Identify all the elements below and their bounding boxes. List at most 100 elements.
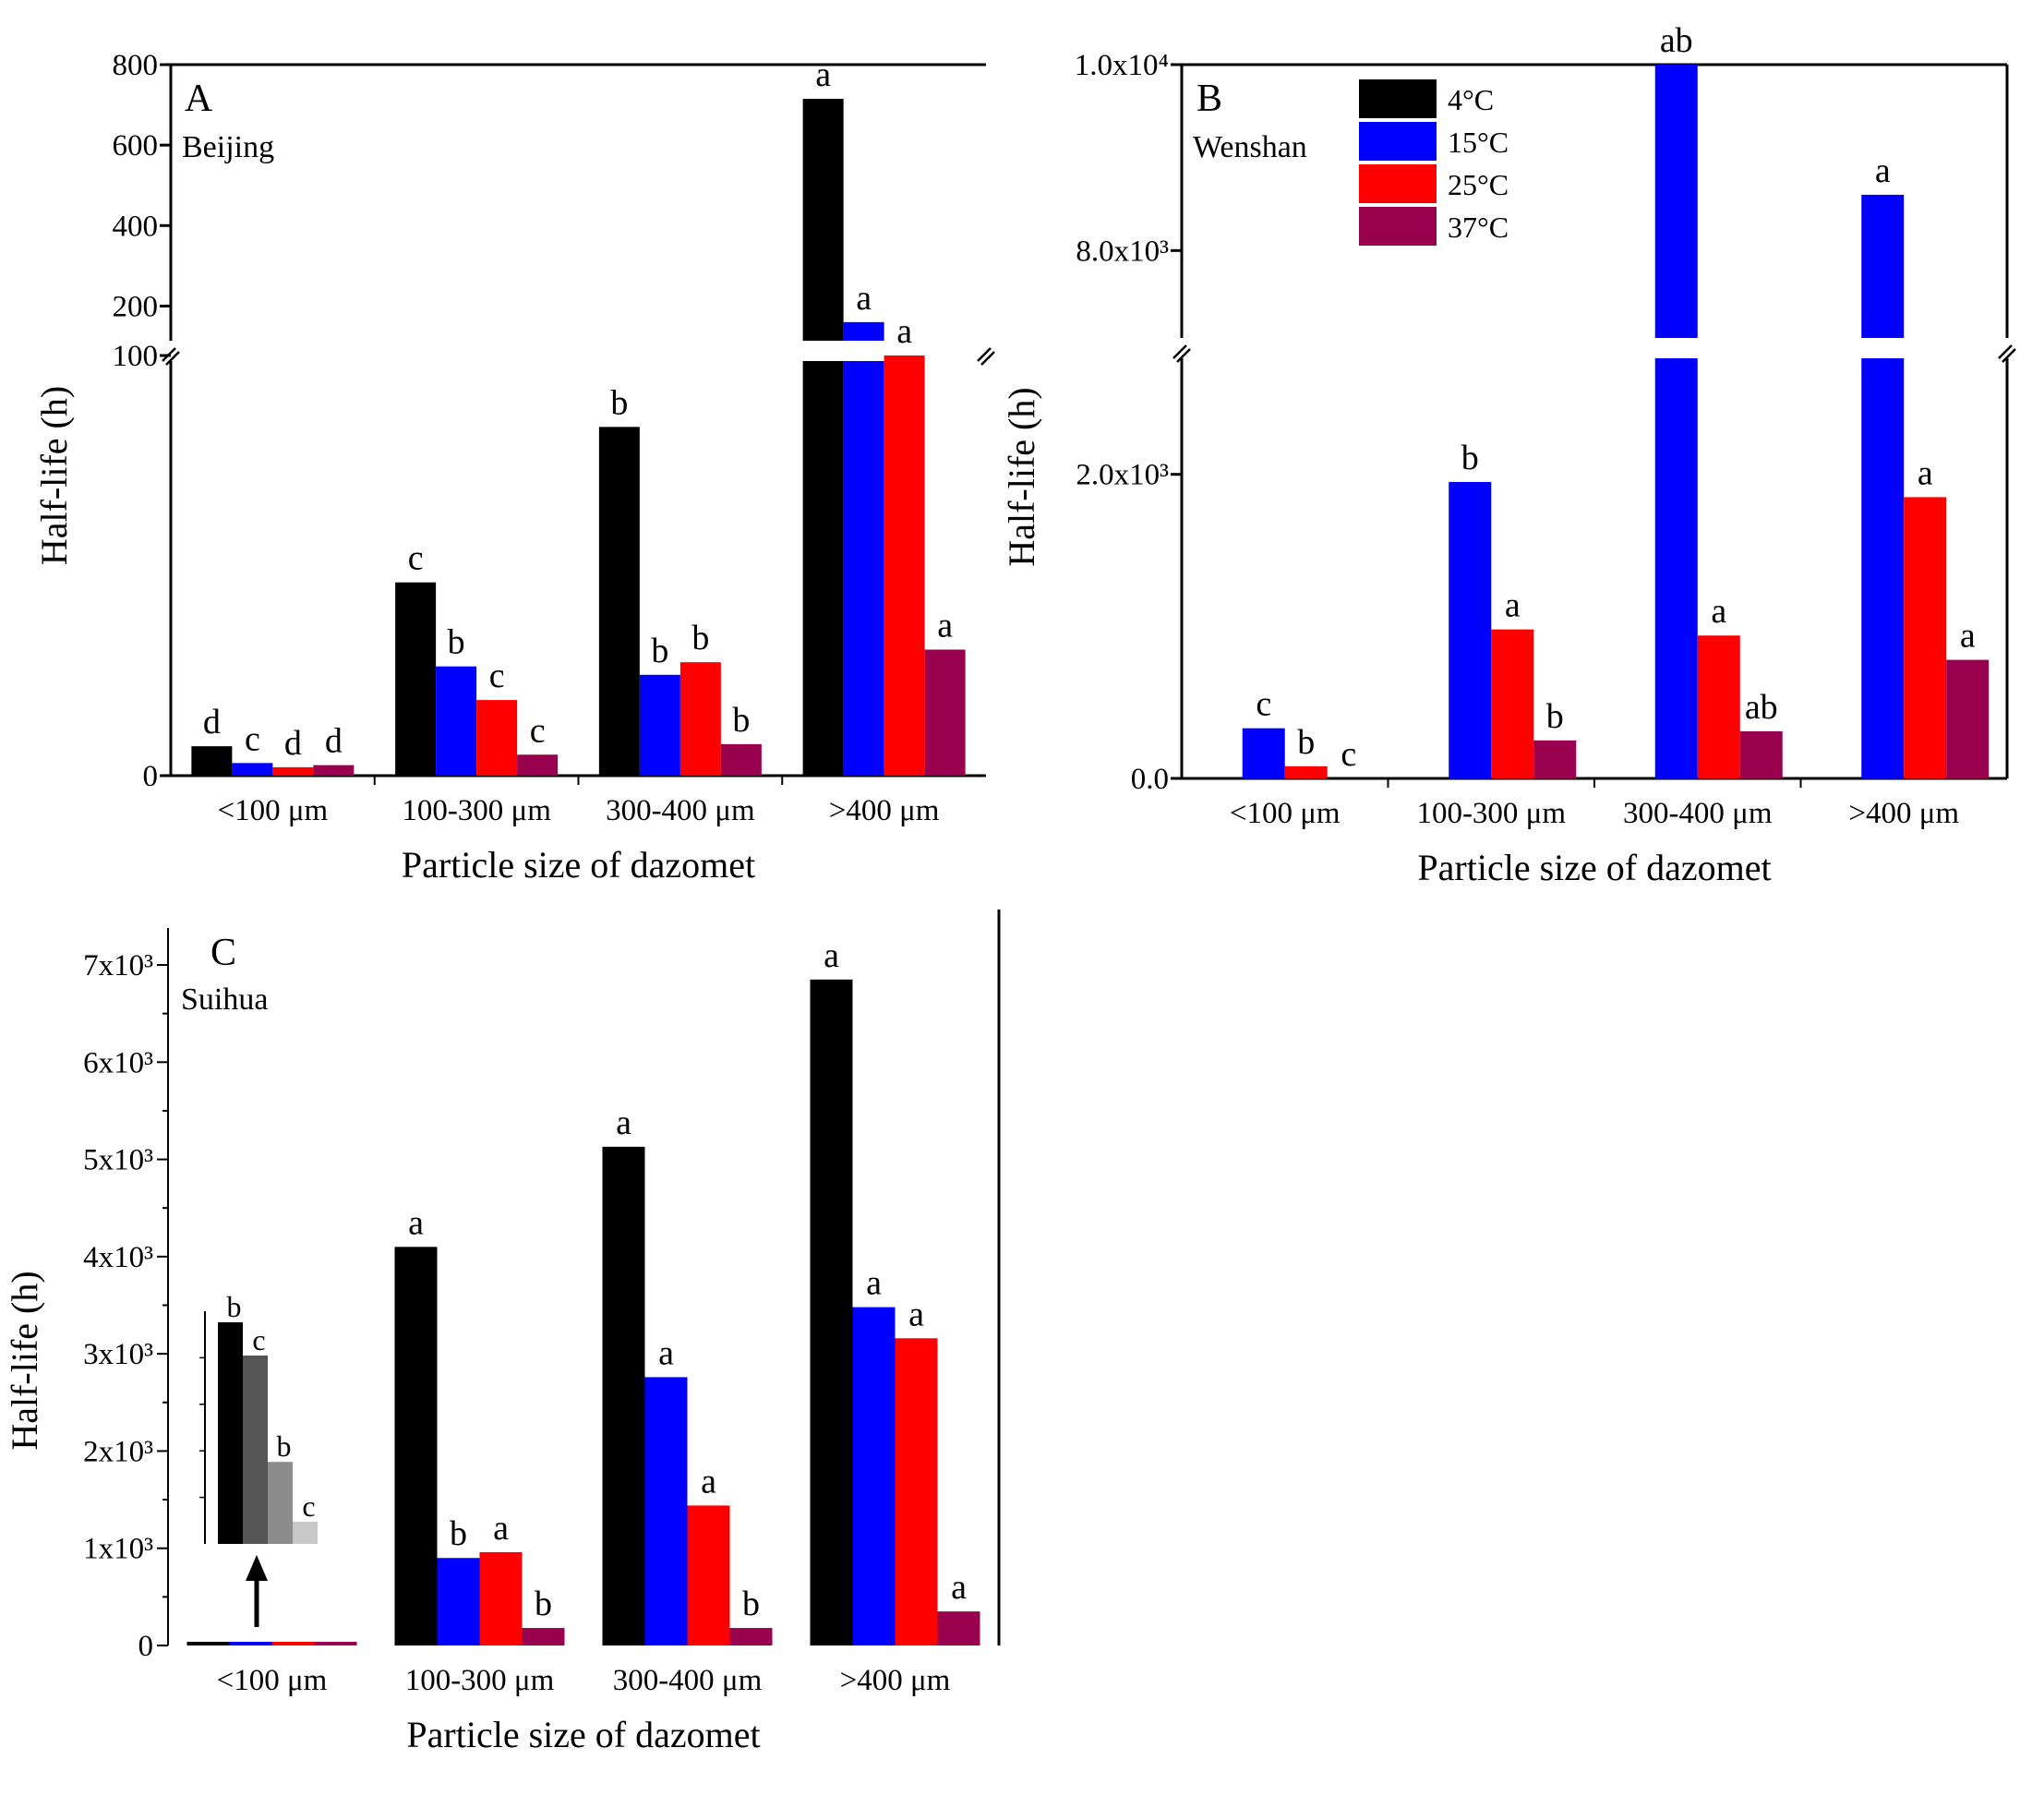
bar: [1533, 740, 1577, 778]
y-tick-label: 1.0x10⁴: [1075, 49, 1169, 82]
bar: [810, 979, 853, 1645]
bar: [1739, 730, 1783, 778]
x-tick-label: 300-400 μm: [613, 1664, 763, 1697]
bar: [1697, 635, 1740, 778]
inset-bar: [293, 1522, 318, 1544]
significance-letter: a: [824, 936, 839, 975]
y-tick-label: 3x10³: [83, 1338, 153, 1371]
bar: [517, 754, 559, 776]
bar: [522, 1628, 565, 1645]
legend-swatch: [1359, 164, 1437, 203]
x-tick-label: 100-300 μm: [402, 794, 551, 827]
bar: [924, 649, 966, 776]
bar: [229, 1642, 272, 1645]
y-tick-label: 2x10³: [83, 1435, 153, 1468]
panel-label: A: [185, 78, 213, 120]
inset-bar: [268, 1462, 293, 1544]
significance-letter: b: [732, 701, 750, 740]
x-tick-label: >400 μm: [840, 1664, 951, 1697]
significance-letter: a: [815, 55, 831, 94]
significance-letter: a: [1875, 151, 1891, 190]
axis-break-right: [977, 347, 995, 366]
y-tick-label: 0: [138, 1630, 154, 1663]
significance-letter: b: [691, 619, 709, 657]
panel-c: 0 1x10³ 2x10³ 3x10³ 4x10³ 5x10³ 6x10³ 7x10³ <100…: [4, 910, 1001, 1755]
bar: [191, 746, 233, 776]
y-axis-title: Half-life (h): [1001, 387, 1042, 566]
significance-letter: a: [866, 1264, 882, 1303]
inset-bar: [218, 1322, 243, 1544]
bar: [272, 766, 314, 776]
significance-letter: a: [658, 1333, 674, 1372]
y-tick-label: 2.0x10³: [1076, 459, 1169, 492]
bar: [314, 1642, 357, 1645]
y-tick-label: 5x10³: [83, 1144, 153, 1177]
bar: [884, 356, 925, 776]
panel-label: C: [210, 932, 236, 974]
site-label: Suihua: [181, 982, 268, 1017]
legend-swatch: [1359, 207, 1437, 246]
significance-letter: b: [651, 632, 668, 670]
significance-letter: b: [448, 623, 465, 662]
inset-arrow-head: [246, 1555, 268, 1581]
significance-letter: b: [610, 383, 628, 422]
y-tick-label: 0: [143, 760, 159, 793]
site-label: Wenshan: [1193, 130, 1307, 164]
legend: 4°C 15°C 25°C 37°C: [1359, 79, 1509, 246]
x-tick-label: >400 μm: [1848, 797, 1959, 830]
x-axis-title: Particle size of dazomet: [406, 1714, 760, 1755]
bar: [720, 743, 762, 776]
legend-label: 37°C: [1448, 211, 1509, 244]
significance-letter: c: [1341, 735, 1356, 774]
y-tick-label: 600: [113, 129, 159, 163]
significance-letter: a: [856, 279, 872, 318]
y-tick-label: 800: [113, 49, 159, 82]
bar: [437, 1558, 480, 1645]
significance-letter: a: [1711, 592, 1726, 631]
bar: [1284, 765, 1328, 778]
bar-break-gap: [1860, 338, 1906, 358]
bar: [394, 1247, 438, 1645]
legend-label: 4°C: [1448, 83, 1494, 116]
significance-letter: c: [408, 539, 424, 578]
bar: [1242, 728, 1285, 778]
bar: [639, 674, 680, 776]
significance-letter: b: [535, 1585, 552, 1623]
axis-break-right: [1998, 344, 2016, 363]
significance-letter: a: [408, 1203, 424, 1242]
significance-letter: c: [530, 711, 546, 750]
significance-letter: c: [245, 719, 260, 758]
x-tick-label: 100-300 μm: [1416, 797, 1566, 830]
significance-letter: d: [203, 703, 221, 741]
significance-letter: a: [1960, 617, 1976, 656]
inset-bar: [243, 1356, 268, 1544]
significance-letter: b: [742, 1585, 760, 1623]
inset-significance-letter: b: [277, 1429, 292, 1463]
bar: [271, 1642, 315, 1645]
significance-letter: a: [493, 1509, 509, 1548]
y-axis-title: Half-life (h): [4, 1271, 45, 1450]
x-tick-label: <100 μm: [218, 794, 329, 827]
x-axis-title: Particle size of dazomet: [402, 844, 755, 886]
bar: [843, 321, 884, 776]
significance-letter: a: [908, 1295, 924, 1333]
significance-letter: a: [951, 1568, 967, 1607]
significance-letter: ab: [1745, 688, 1778, 727]
significance-letter: c: [489, 657, 505, 695]
inset-significance-letter: c: [302, 1489, 315, 1523]
x-tick-label: <100 μm: [217, 1664, 328, 1697]
bar: [186, 1642, 230, 1645]
bar: [937, 1611, 980, 1645]
significance-letter: d: [284, 724, 302, 763]
legend-swatch: [1359, 79, 1437, 118]
y-tick-label: 0.0: [1131, 763, 1169, 796]
y-tick-label: 100: [113, 340, 159, 373]
significance-letter: a: [1505, 586, 1521, 625]
bar: [476, 700, 518, 776]
significance-letter: a: [937, 607, 953, 645]
significance-letter: a: [616, 1103, 631, 1142]
